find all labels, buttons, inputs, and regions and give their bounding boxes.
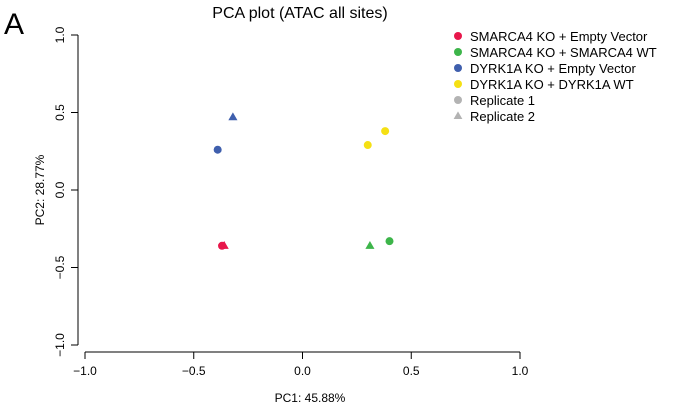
data-point-triangle [228,112,238,121]
data-point-triangle [365,241,375,249]
legend-swatch [454,32,462,40]
data-point-circle [381,127,390,136]
x-tick-label: 0.5 [403,364,420,378]
legend-swatch-triangle [453,111,463,119]
legend-label: SMARCA4 KO + SMARCA4 WT [470,45,657,60]
legend-swatch [454,80,462,88]
y-axis: −1.0 −0.5 0.0 0.5 1.0 [53,26,79,357]
legend-swatch-circle [454,96,462,104]
y-axis-label: PC2: 28.77% [33,154,47,225]
x-axis-label: PC1: 45.88% [275,391,346,405]
data-point-circle [385,237,394,246]
y-tick-label: 0.5 [53,104,67,121]
data-point-triangle [219,241,229,249]
y-tick-label: −0.5 [53,255,67,279]
legend-label: Replicate 1 [470,93,535,108]
legend-label: DYRK1A KO + DYRK1A WT [470,77,634,92]
legend-label: SMARCA4 KO + Empty Vector [470,29,648,44]
x-tick-label: 0.0 [294,364,311,378]
y-tick-label: −1.0 [53,333,67,357]
legend-label: DYRK1A KO + Empty Vector [470,61,636,76]
panel-letter: A [4,8,24,41]
data-points [213,112,394,250]
data-point-circle [213,145,222,154]
x-tick-label: −1.0 [73,364,97,378]
y-tick-label: 0.0 [53,181,67,198]
legend-swatch [454,48,462,56]
chart-title: PCA plot (ATAC all sites) [212,5,387,22]
legend-label: Replicate 2 [470,109,535,124]
x-tick-label: −0.5 [182,364,206,378]
x-axis: −1.0 −0.5 0.0 0.5 1.0 [73,351,529,378]
legend-swatch [454,64,462,72]
x-tick-label: 1.0 [512,364,529,378]
data-point-circle [363,141,372,150]
y-tick-label: 1.0 [53,26,67,43]
